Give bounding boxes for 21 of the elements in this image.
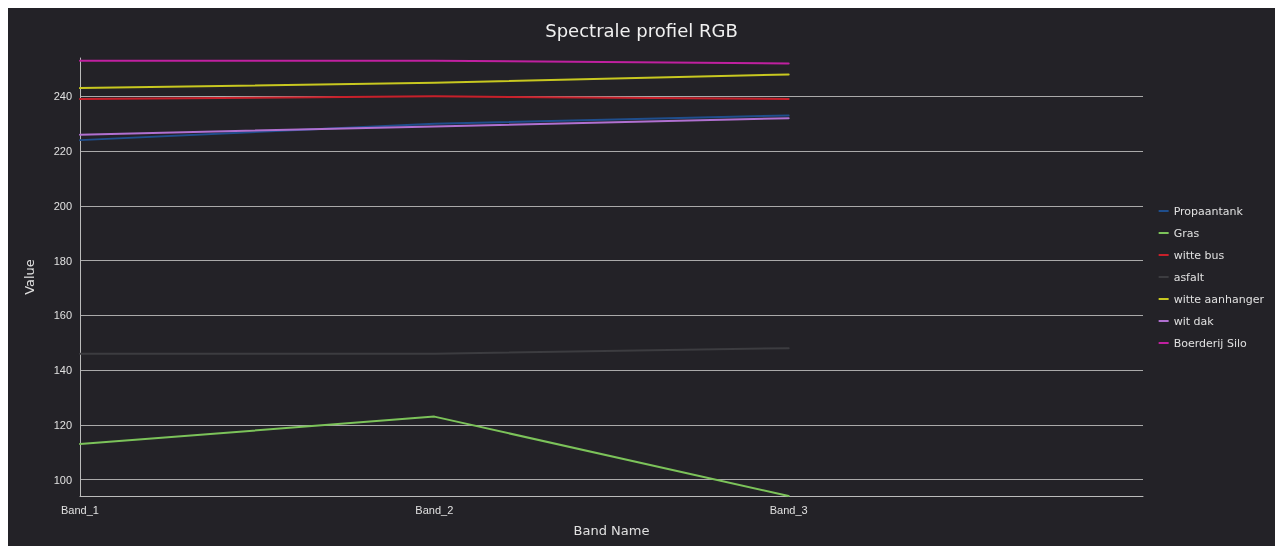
x-tick-label: Band_1 xyxy=(61,503,99,516)
y-tick-label: 160 xyxy=(53,309,72,322)
y-tick-label: 180 xyxy=(53,254,72,267)
legend-label: asfalt xyxy=(1173,270,1205,284)
y-tick-label: 100 xyxy=(53,473,72,486)
chart-title: Spectrale profiel RGB xyxy=(545,19,738,41)
legend-label: Propaantank xyxy=(1173,204,1244,218)
legend-label: Gras xyxy=(1173,226,1200,240)
y-tick-label: 140 xyxy=(53,364,72,377)
x-tick-label: Band_3 xyxy=(769,503,808,516)
y-tick-label: 240 xyxy=(53,90,72,103)
legend-label: wit dak xyxy=(1173,314,1215,328)
x-tick-label: Band_2 xyxy=(415,503,454,516)
y-axis-title: Value xyxy=(22,259,37,295)
legend-label: witte aanhanger xyxy=(1173,292,1265,306)
y-tick-label: 120 xyxy=(53,418,72,431)
legend-label: Boerderij Silo xyxy=(1173,336,1247,350)
legend-label: witte bus xyxy=(1173,248,1225,262)
x-axis-title: Band Name xyxy=(573,523,650,538)
y-tick-label: 200 xyxy=(53,199,72,212)
y-tick-label: 220 xyxy=(53,145,72,158)
